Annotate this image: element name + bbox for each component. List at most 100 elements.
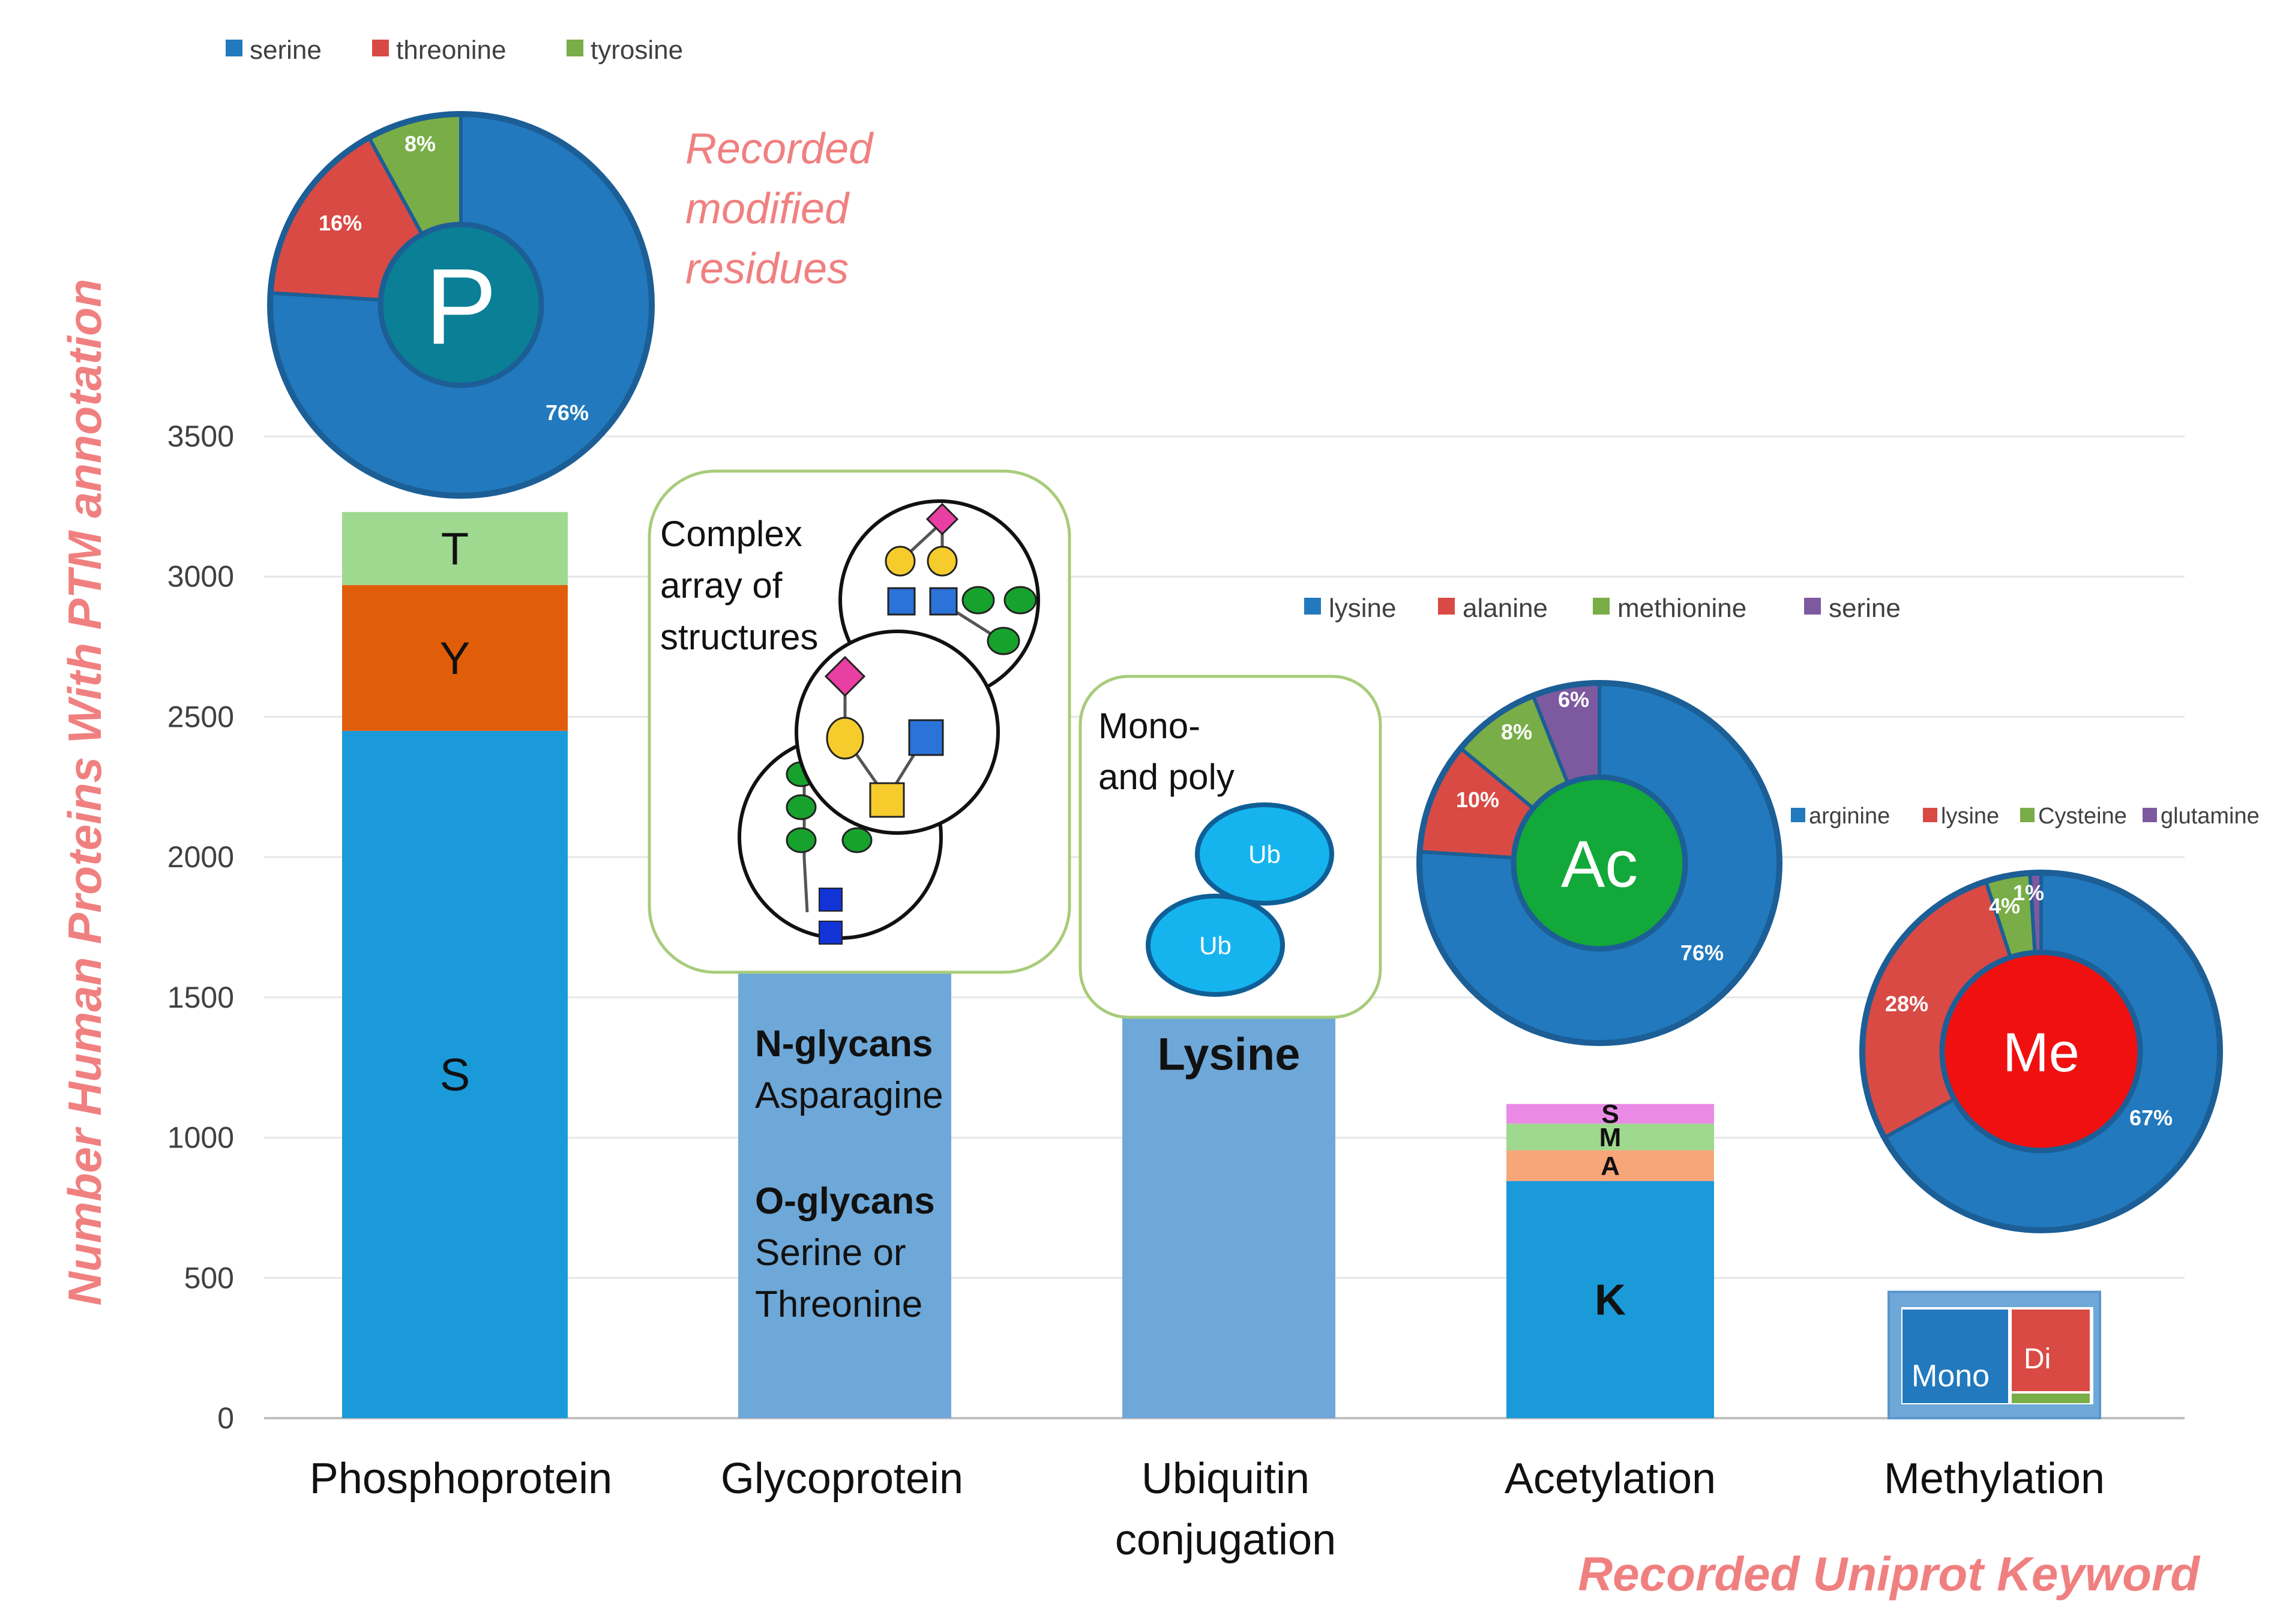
pie-ac-pct-serine: 6% (1558, 687, 1589, 712)
category-label-phosphoprotein: Phosphoprotein (310, 1455, 612, 1503)
legend-swatch-cysteine (2020, 808, 2035, 822)
legend-acetyl: lysine alanine methionine serine (1304, 594, 1901, 623)
methyl-inset: Mono Di (1901, 1307, 2093, 1404)
pie-p-center-label: P (425, 247, 497, 367)
bar-ubiq-segment (1122, 991, 1335, 1418)
glyco-n-sub: Asparagine (755, 1075, 943, 1116)
pie-me-center-label: Me (2003, 1022, 2080, 1083)
methyl-inset-mono-label: Mono (1912, 1359, 1990, 1394)
category-label-acetylation: Acetylation (1505, 1455, 1716, 1503)
y-tick-label: 3000 (167, 560, 234, 594)
legend-swatch-methionine (1593, 598, 1610, 615)
y-axis-ticks: 0 500 1000 1500 2000 2500 3000 3500 (167, 420, 234, 1435)
pie-ac-rim (1416, 680, 1782, 1046)
pie-me-pct-lysine: 28% (1885, 991, 1928, 1016)
category-label-glycoprotein: Glycoprotein (721, 1455, 963, 1503)
legend-label-methionine: methionine (1617, 594, 1746, 623)
pie-me-pct-arginine: 67% (2129, 1105, 2173, 1130)
glyco-callout-line1: Complex (660, 514, 802, 554)
pie-me-pct-Cysteine: 4% (1989, 894, 2020, 918)
bar-phospho-label: S (440, 1050, 471, 1101)
bar-acetyl-segment (1506, 1181, 1714, 1418)
legend-swatch-arginine (1791, 808, 1805, 822)
mannose-circle (841, 827, 873, 853)
note-recorded-line2: modified (685, 185, 850, 233)
pie-p-center (377, 221, 544, 388)
legend-swatch-serine (226, 40, 242, 56)
pie-ac-pct-methionine: 8% (1501, 720, 1532, 744)
glcnac-square (908, 719, 944, 756)
ubiquitin-callout-line2: and poly (1098, 757, 1235, 797)
legend-swatch-serine-ac (1804, 598, 1821, 615)
legend-label-tyrosine: tyrosine (591, 35, 683, 65)
ubiquitin-blob-lower-label: Ub (1199, 931, 1232, 960)
bar-phospho-label: T (441, 524, 469, 575)
pie-me-pct-glutamine: 1% (2013, 880, 2044, 905)
bar-acetyl-label: K (1595, 1277, 1626, 1325)
methyl-inset-tri (2012, 1394, 2090, 1403)
sialic-acid-diamond (824, 655, 866, 697)
mannose-circle (987, 627, 1020, 655)
bar-phospho-segment (342, 730, 568, 1418)
legend-label-threonine: threonine (396, 35, 506, 65)
category-label-conjugation: conjugation (1115, 1516, 1336, 1564)
ubiquitin-blob-upper (1195, 802, 1334, 906)
legend-swatch-tyrosine (567, 40, 583, 56)
bar-phospho-label: Y (440, 633, 471, 684)
legend-label-serine-ac: serine (1829, 594, 1901, 623)
bar-acetyl-segment (1506, 1104, 1714, 1124)
galnac-square (869, 782, 905, 818)
pie-ac-center-label: Ac (1561, 828, 1638, 901)
legend-label-glutamine: glutamine (2161, 804, 2260, 829)
mannose-circle (1003, 586, 1037, 615)
sialic-acid-diamond (925, 502, 959, 536)
bar-acetyl-segment (1506, 1123, 1714, 1150)
bar-acetyl-segment (1506, 1150, 1714, 1182)
legend-label-alanine: alanine (1463, 594, 1548, 623)
mannose-circle (961, 586, 995, 615)
ubiquitin-callout-line1: Mono- (1098, 706, 1200, 746)
legend-swatch-lysine-me (1923, 808, 1937, 822)
x-axis-label: Recorded Uniprot Keyword (1578, 1547, 2201, 1601)
pie-acetyl: 76% 10% 8% 6% Ac (1416, 680, 1782, 1046)
bar-ubiq-label: Lysine (1158, 1029, 1301, 1080)
pie-methyl: 67% 28% 4%1% Me (1859, 870, 2223, 1233)
pie-ac-center (1511, 774, 1688, 952)
legend-methyl: arginine lysine Cysteine glutamine (1791, 804, 2260, 829)
bar-methyl-outline (1887, 1290, 2101, 1420)
legend-phospho: serine threonine tyrosine (226, 35, 683, 65)
y-tick-label: 500 (184, 1261, 234, 1295)
glyco-n-title: N-glycans (755, 1023, 933, 1065)
methyl-inset-di (2012, 1310, 2090, 1391)
glcnac-square (819, 888, 843, 912)
methyl-inset-mono (1902, 1310, 2008, 1403)
glcnac-square (887, 587, 916, 616)
legend-label-lysine-me: lysine (1941, 804, 1999, 829)
legend-label-lysine: lysine (1329, 594, 1397, 623)
legend-swatch-glutamine (2143, 808, 2157, 822)
y-tick-label: 0 (217, 1401, 234, 1435)
y-tick-label: 1000 (167, 1121, 234, 1155)
bar-acetyl-label: M (1599, 1123, 1622, 1152)
bar-phospho-segment (342, 585, 568, 731)
mannose-circle (786, 794, 817, 820)
bar-acetyl-label: S (1601, 1099, 1619, 1129)
y-axis-label: Number Human Proteins With PTM annotatio… (58, 279, 111, 1306)
y-tick-label: 2500 (167, 700, 234, 733)
ubiquitin-blob-lower (1146, 894, 1285, 997)
glyco-callout-line2: array of (660, 565, 783, 606)
methyl-inset-di-label: Di (2024, 1343, 2051, 1375)
glyco-o-title: O-glycans (755, 1180, 935, 1222)
glyco-o-sub1: Serine or (755, 1232, 906, 1274)
note-recorded-line3: residues (685, 245, 849, 293)
galactose-circle (826, 717, 864, 760)
galactose-circle (885, 546, 916, 577)
glcnac-square (929, 587, 958, 616)
galactose-circle (927, 546, 958, 577)
legend-swatch-lysine (1304, 598, 1321, 615)
category-label-ubiquitin: Ubiquitin (1141, 1455, 1310, 1503)
pie-p-pct-threonine: 16% (319, 211, 362, 235)
glyco-callout-line3: structures (660, 617, 818, 657)
